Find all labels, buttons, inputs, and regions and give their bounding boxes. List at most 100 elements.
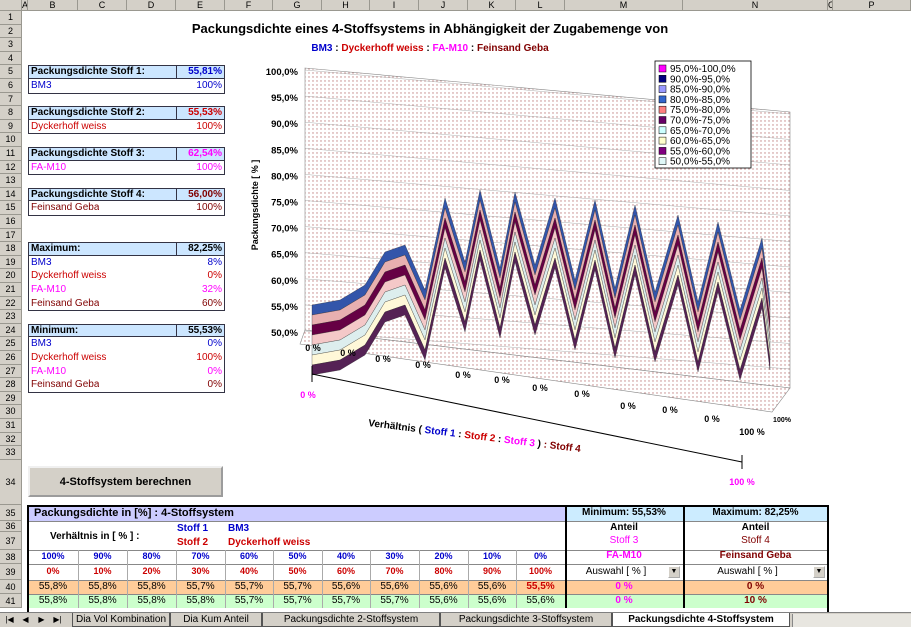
column-header: H (322, 0, 370, 11)
panel-item-value: 8% (207, 256, 222, 268)
panel-item-label: BM3 (31, 338, 52, 350)
anteil-title: Anteil (610, 522, 638, 533)
grid-v (176, 594, 177, 608)
panel-header-value: 56,00% (188, 188, 222, 200)
panel-item-value: 100% (196, 80, 222, 91)
ratio-top: 70% (191, 551, 210, 561)
panel-item-label: BM3 (31, 256, 52, 268)
row-header: 22 (0, 296, 22, 311)
panel-box (28, 147, 225, 176)
panel-item-value: 60% (201, 297, 222, 309)
panel-divider (176, 106, 177, 120)
grid-v (273, 580, 274, 594)
share-n: 0 % (746, 581, 765, 592)
scrollbar[interactable] (792, 614, 911, 627)
panel-divider (176, 323, 177, 338)
grid-v (322, 564, 323, 580)
sheet-tab[interactable]: Packungsdichte 3-Stoffsystem (440, 613, 612, 627)
calculate-button[interactable]: 4-Stoffsystem berechnen (28, 466, 223, 497)
dropdown-button[interactable]: ▼ (668, 566, 680, 578)
panel-header (29, 243, 224, 256)
panel-header-label: Packungsdichte Stoff 1: (31, 66, 145, 78)
density-cell: 55,6% (477, 581, 507, 592)
panel-box (28, 323, 225, 393)
density-cell: 55,6% (331, 581, 361, 592)
ratio-top: 80% (142, 551, 161, 561)
tab-nav[interactable]: ▶ (38, 615, 45, 624)
tab-nav[interactable]: |◀ (5, 615, 14, 624)
grid-v (176, 564, 177, 580)
grid-v (419, 580, 420, 594)
tab-nav[interactable]: ▶| (53, 615, 62, 624)
tab-nav[interactable]: ◀ (22, 615, 29, 624)
grid-v (468, 594, 469, 608)
panel-header-label: Packungsdichte Stoff 3: (31, 148, 145, 159)
panel-header (29, 66, 224, 79)
grid-v (273, 550, 274, 564)
row-header: 29 (0, 391, 22, 406)
column-header: F (225, 0, 273, 11)
panel-item-label: Feinsand Geba (31, 379, 100, 391)
grid-v (370, 580, 371, 594)
column-header: G (273, 0, 322, 11)
select-label: Auswahl [ % ] (717, 566, 778, 577)
panel-header-label: Minimum: (31, 324, 79, 336)
panel-header-label: Packungsdichte Stoff 2: (31, 107, 145, 119)
density-cell: 55,8% (38, 595, 68, 606)
row-header: 10 (0, 133, 22, 147)
row-header: 38 (0, 550, 22, 564)
row-header: 37 (0, 532, 22, 550)
density-cell: 55,8% (88, 595, 117, 606)
share-m: 0 % (615, 595, 633, 606)
grid-v (516, 550, 517, 564)
share-m: 0 % (615, 581, 633, 592)
row-header: 13 (0, 174, 22, 188)
row-header: 41 (0, 594, 22, 608)
ratio-bottom: 40% (239, 566, 258, 576)
row-header: 9 (0, 119, 22, 134)
grid-v (516, 594, 517, 608)
sheet-tab[interactable]: Dia Vol Kombination (72, 613, 170, 627)
ratio-bottom: 90% (482, 566, 501, 576)
panel-item-label: FA-M10 (31, 284, 67, 295)
anteil-material: FA-M10 (606, 550, 642, 561)
sheet-tab[interactable]: Dia Kum Anteil (170, 613, 262, 627)
row-header: 7 (0, 92, 22, 107)
row-header: 16 (0, 215, 22, 229)
ratio-bottom: 70% (385, 566, 404, 576)
sheet-tab[interactable]: Packungsdichte 4-Stoffsystem (612, 613, 790, 627)
ratio-bottom: 30% (191, 566, 210, 576)
dropdown-button[interactable]: ▼ (813, 566, 825, 578)
grid-h (28, 580, 828, 581)
column-header: N (683, 0, 828, 11)
sheet-tab[interactable]: Packungsdichte 2-Stoffsystem (262, 613, 440, 627)
panel-header (29, 188, 224, 202)
grid-v (322, 594, 323, 608)
row-orange (28, 580, 828, 594)
ratio-top: 90% (93, 551, 112, 561)
grid-v (225, 580, 226, 594)
table-title: Packungsdichte in [%] : 4-Stoffsystem (34, 507, 234, 519)
column-header: O (828, 0, 833, 11)
column-header: B (28, 0, 78, 11)
panel-box (28, 187, 225, 216)
density-cell: 55,7% (331, 595, 361, 606)
column-header: P (833, 0, 911, 11)
column-header: E (176, 0, 225, 11)
grid-v (225, 550, 226, 564)
grid-v (78, 564, 79, 580)
ratio-bottom: 80% (434, 566, 453, 576)
panel-item-value: 100% (196, 352, 222, 363)
grid-v (273, 594, 274, 608)
ratio-top: 20% (434, 551, 453, 561)
panel-item-label: FA-M10 (31, 365, 67, 377)
table-minimum: Minimum: 55,53% (582, 507, 666, 518)
column-header: D (127, 0, 176, 11)
column-header: L (516, 0, 565, 11)
panel-header-value: 55,53% (188, 324, 222, 336)
row-header: 21 (0, 283, 22, 297)
panel-item-value: 100% (196, 161, 222, 173)
panel-item-value: 100% (196, 202, 222, 214)
row-header: 18 (0, 242, 22, 256)
row-header: 5 (0, 65, 22, 79)
